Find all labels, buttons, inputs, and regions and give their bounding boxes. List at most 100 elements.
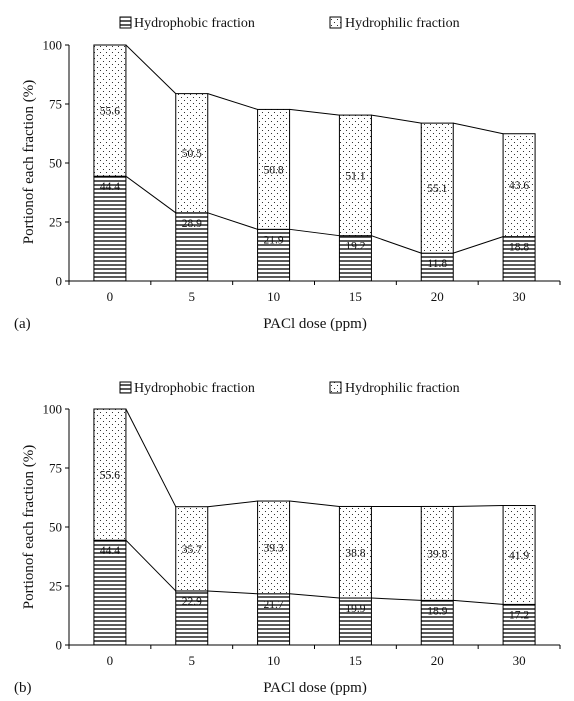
legend-item-hydrophobic: Hydrophobic fraction [119, 381, 255, 396]
x-axis-title: PACl dose (ppm) [263, 680, 367, 696]
data-label-hydrophobic: 18.8 [509, 242, 529, 254]
data-label-hydrophobic: 11.8 [427, 258, 447, 270]
bar-hydrophilic [93, 44, 127, 177]
x-axis-title: PACl dose (ppm) [263, 316, 367, 332]
connector-line-hydrophobic [207, 590, 258, 595]
data-label-hydrophilic: 35.7 [182, 544, 202, 556]
legend-label-hydrophobic: Hydrophobic fraction [134, 381, 255, 396]
legend-swatch-hydrophilic [329, 16, 342, 29]
y-tick-label: 75 [49, 97, 62, 112]
bar-hydrophobic [175, 590, 209, 646]
data-label-hydrophilic: 39.3 [264, 542, 284, 554]
x-tick-label: 0 [107, 289, 114, 304]
data-label-hydrophilic: 55.6 [100, 470, 120, 482]
bar-hydrophobic [257, 593, 291, 646]
connector-line-hydrophobic [371, 597, 422, 601]
bar-hydrophilic [93, 408, 127, 541]
x-tick-label: 30 [513, 289, 526, 304]
bar-hydrophilic [257, 500, 291, 595]
bar-hydrophilic [175, 93, 209, 214]
bar-hydrophilic [420, 505, 454, 601]
bar-hydrophilic [502, 505, 536, 605]
data-label-hydrophobic: 22.9 [182, 596, 202, 608]
panel-label: (a) [14, 316, 31, 332]
x-tick-label: 15 [349, 653, 362, 668]
bar-hydrophobic [420, 252, 454, 282]
bar-hydrophilic [338, 114, 372, 237]
legend-item-hydrophilic: Hydrophilic fraction [329, 16, 460, 31]
connector-line-hydrophobic [125, 175, 177, 214]
bar-hydrophilic [257, 108, 291, 230]
data-label-hydrophobic: 44.4 [100, 181, 120, 193]
connector-line-hydrophobic [453, 236, 504, 254]
x-tick-label: 10 [267, 289, 280, 304]
data-label-hydrophilic: 39.8 [427, 548, 447, 560]
legend-label-hydrophilic: Hydrophilic fraction [345, 381, 460, 396]
y-axis-title: Portionof each fraction (%) [21, 445, 37, 610]
bar-hydrophobic [502, 603, 536, 646]
legend: Hydrophobic fraction Hydrophilic fractio… [119, 381, 460, 396]
data-label-hydrophilic: 43.6 [509, 180, 529, 192]
data-label-hydrophilic: 55.1 [427, 183, 447, 195]
bar-hydrophilic [502, 133, 536, 238]
chart-panel-a: Hydrophobic fraction Hydrophilic fractio… [14, 16, 561, 332]
y-tick-label: 25 [49, 579, 62, 594]
legend-swatch-hydrophilic [329, 381, 342, 394]
x-tick-label: 15 [349, 289, 362, 304]
chart-panel-b: Hydrophobic fraction Hydrophilic fractio… [14, 381, 561, 696]
connector-line-hydrophobic [453, 599, 504, 605]
y-tick-label: 100 [43, 402, 63, 417]
connector-line-hydrophobic [289, 228, 340, 237]
y-tick-label: 50 [49, 156, 62, 171]
data-label-hydrophobic: 28.9 [182, 218, 202, 230]
legend-swatch-hydrophobic [119, 16, 132, 29]
data-label-hydrophilic: 51.1 [345, 170, 365, 182]
data-label-hydrophobic: 19.9 [345, 603, 365, 615]
data-label-hydrophobic: 19.2 [345, 241, 365, 253]
legend-item-hydrophobic: Hydrophobic fraction [119, 16, 255, 31]
x-tick-label: 10 [267, 653, 280, 668]
data-label-hydrophilic: 41.9 [509, 550, 529, 562]
y-tick-label: 75 [49, 461, 62, 476]
bar-hydrophilic [338, 505, 372, 599]
legend-label-hydrophobic: Hydrophobic fraction [134, 16, 255, 31]
x-tick-label: 5 [189, 289, 196, 304]
x-tick-label: 20 [431, 653, 444, 668]
plot-area: 0 25 50 75 100 0 5 10 15 20 30 44.4 55.6 22.9 35.7 21.7… [43, 402, 561, 668]
x-tick-label: 20 [431, 289, 444, 304]
data-label-hydrophilic: 38.8 [345, 547, 365, 559]
connector-line-hydrophilic [207, 500, 258, 508]
legend: Hydrophobic fraction Hydrophilic fractio… [119, 16, 460, 31]
y-axis-title: Portionof each fraction (%) [21, 80, 37, 245]
y-tick-label: 0 [56, 274, 63, 289]
legend-label-hydrophilic: Hydrophilic fraction [345, 16, 460, 31]
bar-hydrophobic [338, 235, 372, 282]
bar-hydrophilic [175, 506, 209, 592]
y-tick-label: 0 [56, 638, 63, 653]
bar-hydrophobic [257, 228, 291, 282]
data-label-hydrophilic: 50.5 [182, 148, 202, 160]
data-label-hydrophobic: 18.9 [427, 605, 447, 617]
connector-line-hydrophilic [289, 500, 340, 507]
x-tick-label: 5 [189, 653, 196, 668]
bar-hydrophobic [420, 599, 454, 646]
connector-line-hydrophilic [371, 114, 422, 124]
bar-hydrophobic [93, 175, 127, 282]
connector-line-hydrophilic [453, 505, 504, 507]
data-label-hydrophobic: 17.2 [509, 609, 529, 621]
connector-line-hydrophobic [125, 539, 177, 592]
connector-line-hydrophilic [289, 108, 340, 116]
connector-line-hydrophobic [289, 593, 340, 599]
connector-line-hydrophilic [125, 408, 177, 507]
connector-line-hydrophobic [207, 212, 258, 230]
bar-hydrophilic [420, 122, 454, 254]
x-tick-label: 30 [513, 653, 526, 668]
bar-hydrophobic [93, 539, 127, 646]
data-label-hydrophobic: 21.9 [264, 234, 284, 246]
bar-hydrophobic [338, 597, 372, 646]
y-tick-label: 25 [49, 215, 62, 230]
connector-line-hydrophilic [125, 44, 177, 94]
connector-line-hydrophilic [207, 93, 258, 110]
y-tick-label: 100 [43, 38, 63, 53]
